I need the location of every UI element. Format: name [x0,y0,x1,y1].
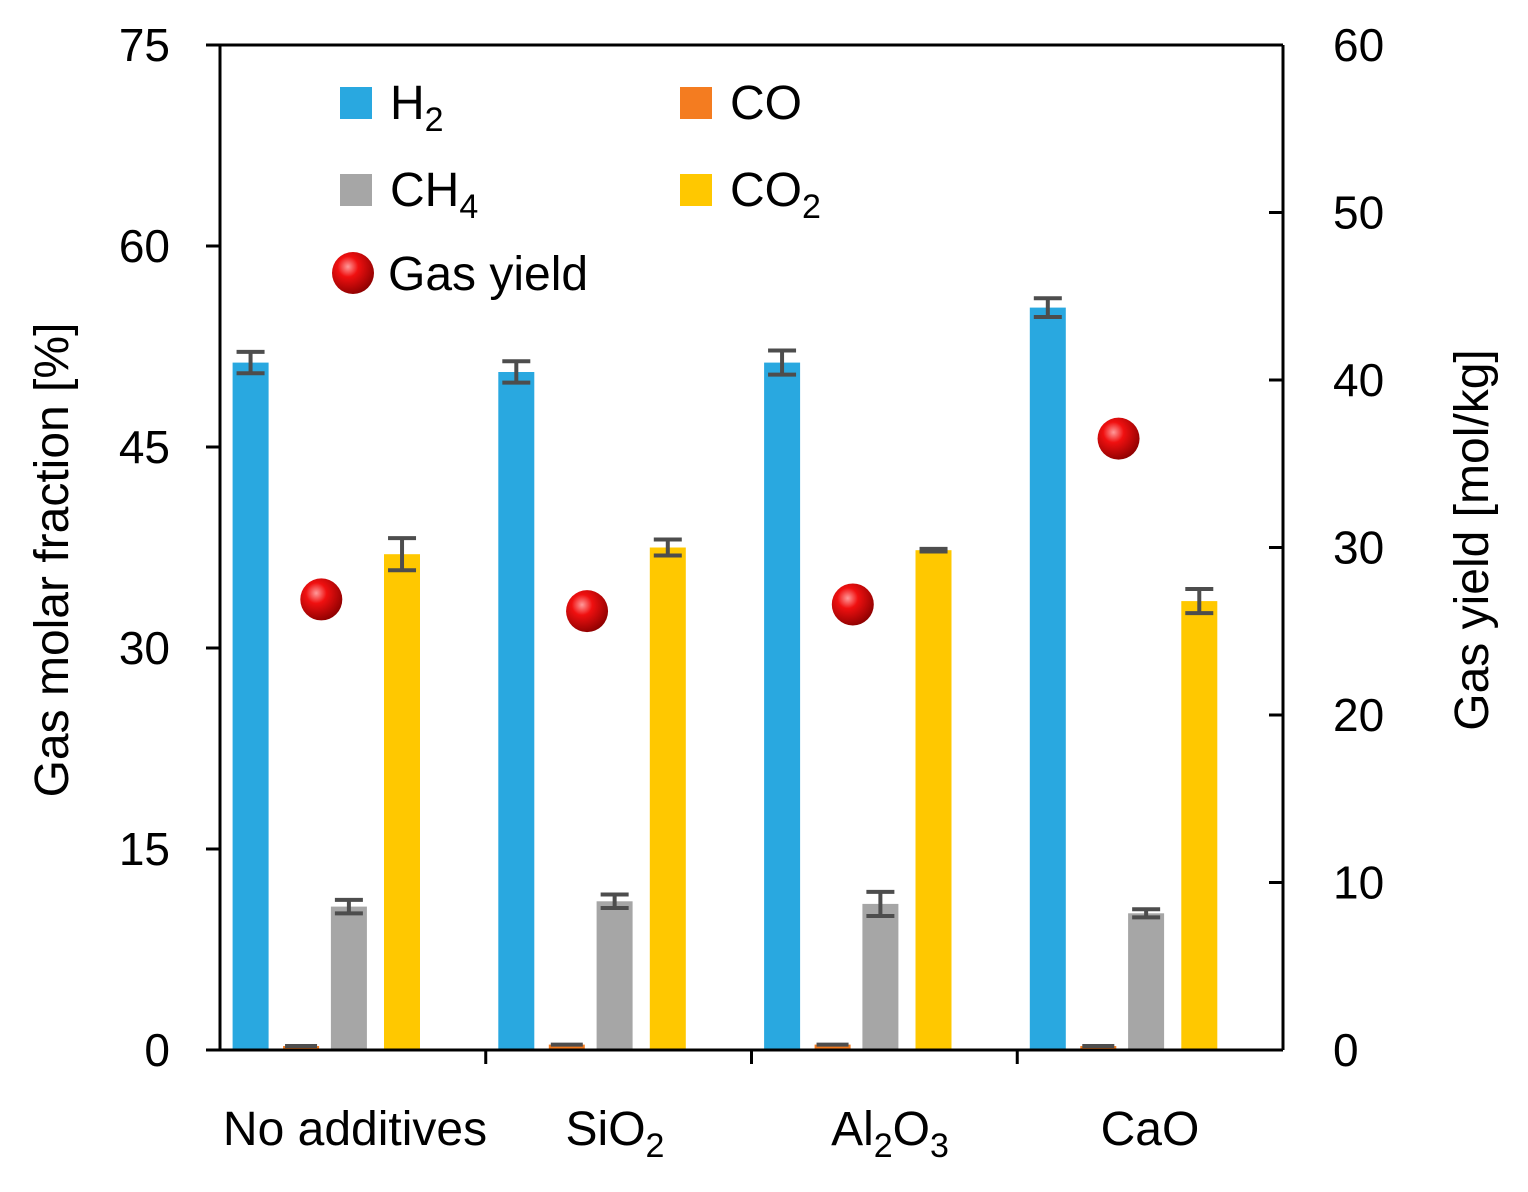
left-tick-label-1: 15 [119,823,170,875]
bar-ch4-3 [1128,913,1165,1050]
bar-co2-0 [384,554,420,1050]
bar-h2-1 [498,372,535,1050]
right-tick-label-1: 10 [1333,857,1384,909]
category-label-1: SiO2 [566,1103,665,1165]
bar-co2-3 [1181,601,1218,1050]
bar-co2-2 [915,550,952,1050]
category-label-0: No additives [223,1103,487,1156]
left-tick-label-2: 30 [119,622,170,674]
left-tick-label-3: 45 [119,421,170,473]
gas-yield-point-3 [1097,417,1140,460]
right-tick-label-2: 20 [1333,689,1384,741]
bar-co-2 [814,1044,851,1050]
bar-co-0 [283,1046,320,1050]
bar-co-3 [1080,1046,1117,1050]
left-tick-label-0: 0 [144,1024,170,1076]
right-tick-label-5: 50 [1333,187,1384,239]
bar-ch4-0 [330,906,367,1050]
bar-co-1 [548,1044,585,1050]
legend-swatch-co [680,87,712,119]
legend-label-gas-yield: Gas yield [388,248,588,301]
legend-swatch-ch4 [340,174,372,206]
legend-label-h2: H2 [390,77,444,139]
left-tick-label-5: 75 [119,19,170,71]
legend-swatch-co2 [680,174,712,206]
y2-axis-title: Gas yield [mol/kg] [1446,349,1499,730]
legend-marker-gas-yield [332,252,374,294]
right-tick-label-3: 30 [1333,522,1384,574]
right-tick-label-0: 0 [1333,1024,1359,1076]
legend-label-ch4: CH4 [390,164,478,226]
legend-label-co: CO [730,77,802,130]
legend-label-co2: CO2 [730,164,821,226]
right-tick-label-6: 60 [1333,19,1384,71]
left-tick-label-4: 60 [119,220,170,272]
bar-h2-3 [1029,307,1066,1051]
gas-yield-point-0 [300,578,343,621]
bar-h2-0 [232,362,269,1051]
bar-co2-1 [649,547,686,1050]
bar-ch4-2 [862,903,899,1050]
gas-yield-point-1 [566,590,609,633]
gas-yield-point-2 [831,583,874,626]
category-label-3: CaO [1101,1103,1200,1156]
legend-swatch-h2 [340,87,372,119]
bar-ch4-1 [596,901,633,1050]
category-label-2: Al2O3 [831,1103,949,1165]
bar-h2-2 [764,362,801,1051]
y-axis-title: Gas molar fraction [%] [26,323,79,798]
right-tick-label-4: 40 [1333,354,1384,406]
